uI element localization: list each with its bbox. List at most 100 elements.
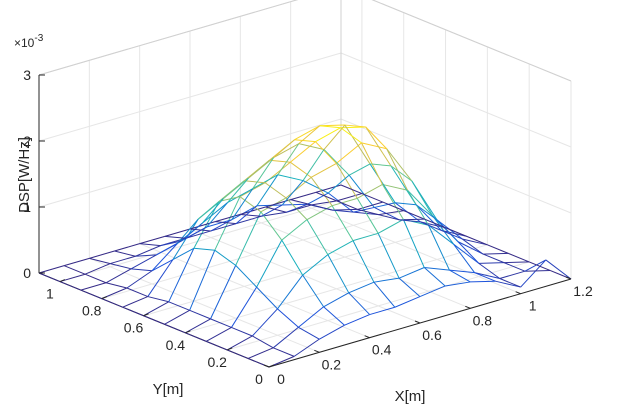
mesh-line-y <box>432 215 455 245</box>
y-tick-label: 0.4 <box>166 337 186 353</box>
mesh-line-y <box>185 226 207 239</box>
mesh-line-y <box>256 286 278 310</box>
mesh-line-y <box>319 125 341 129</box>
mesh-line-y <box>524 259 547 272</box>
mesh-line-y <box>290 199 312 206</box>
mesh-line-x <box>298 306 324 328</box>
grid-line-y-floor <box>59 193 363 283</box>
mesh-line-x <box>147 259 174 297</box>
mesh-line-y <box>436 219 459 242</box>
x-tick-label: 1 <box>529 298 537 314</box>
mesh-line-x <box>311 200 337 206</box>
mesh-line-y <box>189 228 211 232</box>
mesh-line-x <box>247 347 274 359</box>
mesh-line-x <box>310 162 337 178</box>
mesh-line-y <box>474 272 496 282</box>
mesh-line-x <box>386 148 413 182</box>
mesh-line-x <box>394 296 421 308</box>
mesh-line-y <box>231 326 253 337</box>
mesh-line-x <box>306 205 333 221</box>
mesh-line-y <box>281 180 304 206</box>
grid-line-y-floor <box>227 261 530 351</box>
mesh-line-x <box>424 267 450 271</box>
mesh-line-x <box>369 163 396 204</box>
mesh-line-x <box>172 218 199 260</box>
mesh-line-x <box>164 309 190 325</box>
mesh-line-y <box>114 250 136 257</box>
x-tick-mark <box>565 276 572 280</box>
mesh-line-x <box>235 211 262 266</box>
mesh-line-x <box>281 219 308 241</box>
mesh-line-y <box>122 306 144 317</box>
x-tick-mark <box>314 349 320 353</box>
mesh-line-x <box>285 176 312 199</box>
mesh-line-x <box>478 262 505 264</box>
mesh-line-y <box>378 214 400 221</box>
mesh-line-x <box>210 223 237 232</box>
x-tick-mark <box>465 305 471 309</box>
y-tick-mark <box>59 279 66 283</box>
mesh-line-y <box>340 127 362 144</box>
mesh-line-y <box>231 188 254 220</box>
mesh-line-y <box>441 229 463 240</box>
mesh-line-x <box>323 292 349 308</box>
mesh-line-y <box>420 221 442 231</box>
mesh-line-y <box>365 126 388 150</box>
mesh-line-x <box>365 126 392 167</box>
mesh-line-y <box>226 349 249 359</box>
mesh-line-x <box>139 235 165 245</box>
mesh-line-x <box>504 261 530 264</box>
grid-line-z-back <box>38 52 342 142</box>
grid-line-z-side <box>340 118 572 214</box>
grid-line-z-side <box>340 52 572 148</box>
mesh-line-x <box>235 215 262 225</box>
mesh-line-x <box>231 286 258 328</box>
mesh-line-y <box>256 174 279 207</box>
y-tick-mark <box>101 296 107 300</box>
mesh-line-y <box>503 262 526 272</box>
mesh-line-y <box>59 281 82 291</box>
mesh-line-y <box>348 163 371 176</box>
top-back-edge <box>38 0 299 76</box>
mesh-line-x <box>151 243 178 272</box>
x-tick-mark <box>515 291 521 295</box>
mesh-line-x <box>277 274 304 310</box>
mesh-line-x <box>302 180 329 194</box>
mesh-line-y <box>206 340 228 351</box>
mesh-line-y <box>344 124 366 128</box>
mesh-line-x <box>474 272 500 280</box>
x-tick-label: 0.8 <box>473 312 493 328</box>
mesh-line-y <box>176 218 199 244</box>
z-exponent-label: ×10-3 <box>14 33 44 50</box>
mesh-line-x <box>344 314 370 326</box>
mesh-line-y <box>403 210 425 220</box>
mesh-line-x <box>419 285 446 298</box>
mesh-line-x <box>319 324 345 340</box>
x-tick-mark <box>364 335 370 339</box>
mesh-line-x <box>298 143 325 151</box>
mesh-line-x <box>449 269 475 274</box>
mesh-line-y <box>156 243 178 256</box>
mesh-line-y <box>499 278 521 288</box>
mesh-line-y <box>382 184 404 220</box>
mesh-line-x <box>495 280 521 288</box>
mesh-line-x <box>185 230 212 239</box>
mesh-line-y <box>227 177 249 203</box>
mesh-line-y <box>193 247 215 251</box>
mesh-line-x <box>189 221 216 230</box>
mesh-line-x <box>265 199 291 208</box>
mesh-line-y <box>38 272 61 283</box>
mesh-line-y <box>160 240 182 247</box>
mesh-line-y <box>461 238 484 255</box>
mesh-line-x <box>470 280 496 283</box>
mesh-line-x <box>336 193 363 202</box>
y-tick-mark <box>268 364 275 368</box>
mesh-line-x <box>398 267 425 279</box>
mesh-line-x <box>453 243 480 264</box>
mesh-line-y <box>218 196 241 202</box>
mesh-line-x <box>277 174 304 182</box>
x-tick-label: 0.6 <box>422 327 442 343</box>
mesh-line-x <box>105 268 132 284</box>
mesh-line-y <box>315 141 337 164</box>
mesh-line-y <box>63 265 86 275</box>
